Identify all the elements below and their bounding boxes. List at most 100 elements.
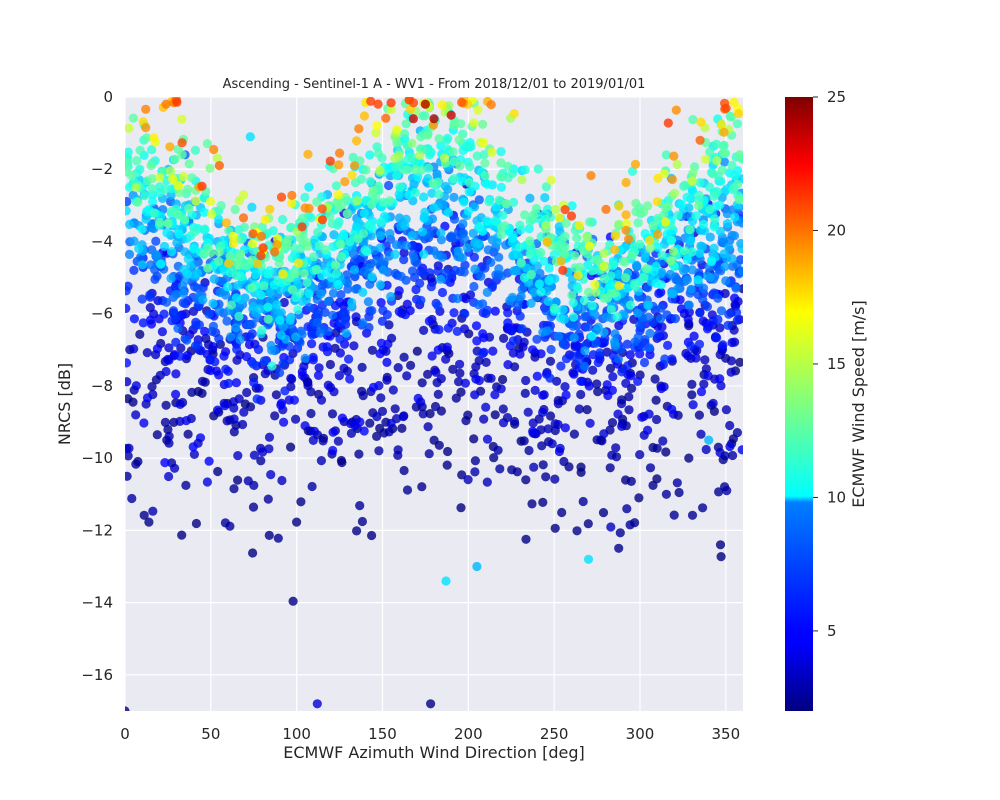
data-point [620,257,630,267]
data-point [273,533,283,543]
data-point [368,382,378,392]
data-point [516,291,526,301]
data-point [687,379,697,389]
colorbar-label: ECMWF Wind Speed [m/s] [849,300,868,508]
data-point [530,385,540,395]
data-point [312,699,322,709]
data-point [585,217,595,227]
data-point [318,436,328,446]
data-point [220,401,230,411]
data-point [567,290,577,300]
data-point [516,258,526,268]
data-point [213,405,223,415]
data-point [553,419,563,430]
data-point [249,450,259,460]
data-point [641,264,652,274]
data-point [272,300,282,310]
data-point [545,356,556,366]
data-point [172,97,182,107]
data-point [653,242,663,252]
data-point [171,337,181,347]
data-point [614,543,624,553]
data-point [222,316,232,326]
data-point [139,510,149,520]
data-point [314,363,324,373]
data-point [260,215,270,225]
data-point [648,480,658,490]
data-point [323,296,334,306]
data-point [351,284,361,294]
data-point [495,464,505,474]
data-point [288,596,298,606]
data-point [558,305,568,315]
y-tick-label: −2 [91,160,113,178]
data-point [141,123,151,133]
data-point [569,312,579,322]
data-point [402,485,413,495]
data-point [209,144,219,155]
data-point [693,275,703,285]
data-point [412,346,422,356]
data-point [128,113,138,123]
data-point [735,150,743,160]
data-point [443,323,453,333]
data-point [367,306,377,316]
data-point [157,327,167,337]
data-point [372,120,382,130]
data-point [418,268,428,278]
data-point [712,333,722,343]
data-point [688,400,698,410]
data-point [465,162,475,172]
data-point [490,410,500,420]
data-point [214,247,224,257]
data-point [161,99,171,109]
data-point [517,324,527,334]
data-point [423,130,433,140]
data-point [656,280,667,290]
data-point [303,378,313,388]
data-point [727,160,737,170]
data-point [677,199,687,210]
data-point [256,231,267,241]
data-point [567,201,577,211]
data-point [206,365,216,376]
data-point [145,290,155,300]
data-point [344,354,354,364]
data-point [610,231,620,241]
data-point [243,476,253,486]
data-point [308,352,318,362]
data-point [302,277,312,288]
data-point [633,376,643,386]
data-point [669,246,679,256]
data-point [164,431,174,441]
data-point [423,422,433,432]
data-point [163,424,173,435]
data-point [503,161,513,171]
data-point [239,190,249,200]
data-point [399,255,409,265]
data-point [655,314,666,324]
data-point [404,97,414,105]
data-point [719,157,730,167]
data-point [425,268,435,278]
data-point [429,114,439,124]
data-point [146,161,156,171]
data-point [643,425,653,435]
data-point [373,99,383,109]
data-point [706,257,717,267]
data-point [508,197,519,207]
data-point [170,154,180,164]
data-point [679,246,690,256]
data-point [449,120,459,130]
data-point [729,231,740,241]
data-point [525,193,535,203]
data-point [248,502,259,512]
data-point [528,345,538,355]
data-point [695,135,705,145]
data-point [550,204,561,215]
data-point [197,376,208,386]
data-point [669,510,679,520]
data-point [547,439,557,449]
data-point [613,354,623,364]
data-point [289,395,299,405]
